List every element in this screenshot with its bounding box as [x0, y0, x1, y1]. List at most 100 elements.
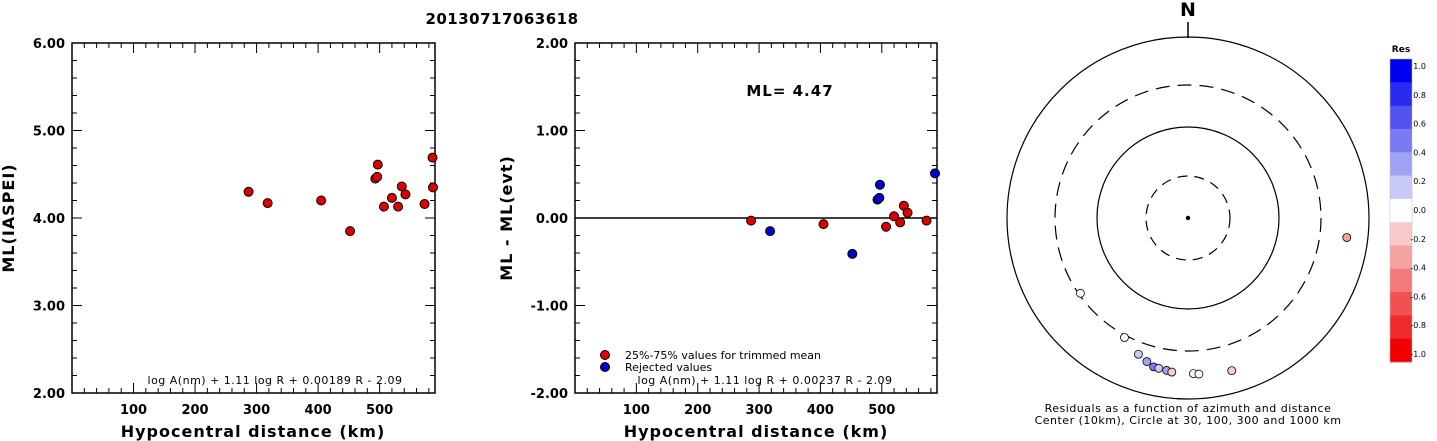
- x-tick-label: 200: [684, 403, 711, 418]
- colorbar-swatches: [1389, 58, 1413, 363]
- y-tick-label: -2.00: [531, 387, 568, 402]
- colorbar-swatch: [1390, 198, 1412, 223]
- data-point: [372, 159, 383, 170]
- data-point: [386, 192, 397, 203]
- x-tick-label: 300: [243, 403, 270, 418]
- colorbar-swatch: [1390, 315, 1412, 340]
- colorbar-swatch: [1390, 105, 1412, 130]
- colorbar-tick-label: 0.2: [1413, 177, 1426, 186]
- station-marker: [1342, 233, 1352, 242]
- data-point: [889, 211, 900, 222]
- station-marker: [1227, 366, 1237, 376]
- ring-30km: [1145, 175, 1231, 261]
- colorbar-swatch: [1390, 245, 1412, 270]
- y-tick-label: 1.00: [536, 125, 568, 140]
- data-point: [428, 182, 438, 193]
- map-caption-line1: Residuals as a function of azimuth and d…: [1045, 402, 1332, 415]
- data-point: [262, 198, 273, 209]
- plot2-formula: log A(nm) + 1.11 log R + 0.00237 R - 2.0…: [638, 374, 893, 387]
- data-point: [765, 226, 776, 237]
- map-caption-line2: Center (10km), Circle at 30, 100, 300 an…: [1035, 414, 1342, 427]
- station-marker: [1142, 357, 1152, 366]
- plot1-x-axis-title: Hypocentral distance (km): [121, 422, 386, 441]
- plot1-ticks: 100 200 300 400 500 2.00 3.00 4.00 5.00 6.00: [33, 37, 435, 418]
- plot2-ticks: 100 200 300 400 500 -2.00 -1.00 0.00 1.00 2.00: [531, 37, 937, 418]
- data-point: [393, 201, 404, 212]
- data-point: [847, 248, 858, 259]
- colorbar-tick-label: -0.6: [1410, 292, 1426, 301]
- x-tick-label: 500: [366, 403, 393, 418]
- data-point: [419, 199, 430, 209]
- plot2-ml-annotation: ML= 4.47: [746, 82, 833, 100]
- station-marker: [1120, 333, 1129, 342]
- colorbar-tick-label: 0.6: [1413, 120, 1426, 129]
- data-point: [396, 181, 407, 192]
- data-point: [921, 215, 932, 226]
- plot2-y-axis-title: ML - ML(evt): [497, 155, 516, 281]
- x-tick-label: 400: [305, 403, 332, 418]
- station-marker: [1167, 367, 1177, 377]
- data-point: [818, 219, 829, 230]
- plot1-frame: [71, 42, 436, 394]
- data-point: [930, 168, 940, 179]
- residual-vs-distance-chart: 100 200 300 400 500 -2.00 -1.00 0.00 1.00 2.00 ML…: [497, 37, 940, 441]
- legend-label-trimmed: 25%-75% values for trimmed mean: [625, 349, 821, 362]
- colorbar-swatch: [1390, 338, 1412, 363]
- data-point: [746, 215, 757, 226]
- station-marker: [1154, 363, 1164, 373]
- x-tick-label: 100: [623, 403, 650, 418]
- data-point: [874, 192, 885, 203]
- station-marker: [1134, 349, 1143, 359]
- data-point: [400, 189, 411, 200]
- plot1-points: [243, 152, 438, 237]
- y-tick-label: 2.00: [33, 387, 65, 402]
- legend-label-rejected: Rejected values: [625, 361, 712, 374]
- data-point: [902, 207, 913, 218]
- residual-colorbar: Res 1.0 0.8 0.6 0.4 0.2 0.0 -0.2 -0.4 -0.6 -0.8 -1…: [1389, 45, 1426, 363]
- station-marker: [1194, 369, 1204, 379]
- colorbar-title: Res: [1392, 45, 1410, 55]
- data-point: [881, 221, 892, 232]
- y-tick-label: 0.00: [536, 212, 568, 227]
- y-tick-label: -1.00: [531, 300, 568, 315]
- colorbar-swatch: [1390, 268, 1412, 293]
- colorbar-tick-label: 0.4: [1413, 148, 1426, 157]
- plot2-x-axis-title: Hypocentral distance (km): [624, 422, 889, 441]
- legend-marker-trimmed: [600, 350, 610, 360]
- colorbar-swatch: [1390, 292, 1412, 316]
- ring-300km: [1054, 84, 1322, 352]
- colorbar-tick-label: 0.0: [1413, 206, 1426, 215]
- north-label: N: [1180, 0, 1196, 21]
- data-point: [874, 179, 885, 190]
- plot2-legend: 25%-75% values for trimmed mean Rejected…: [600, 349, 821, 374]
- colorbar-tick-label: 1.0: [1413, 62, 1426, 71]
- y-tick-label: 2.00: [536, 37, 568, 52]
- colorbar-labels: 1.0 0.8 0.6 0.4 0.2 0.0 -0.2 -0.4 -0.6 -0.8 -1.0: [1410, 62, 1426, 359]
- colorbar-swatch: [1390, 59, 1412, 83]
- ring-1000km: [1006, 36, 1370, 400]
- x-tick-label: 200: [181, 403, 208, 418]
- ml-vs-distance-chart: 100 200 300 400 500 2.00 3.00 4.00 5.00 6.00 log …: [0, 37, 438, 441]
- plot1-formula: log A(nm) + 1.11 log R + 0.00189 R - 2.0…: [148, 374, 403, 387]
- y-tick-label: 5.00: [33, 125, 65, 140]
- ring-100km: [1096, 126, 1280, 310]
- colorbar-swatch: [1390, 82, 1412, 107]
- x-tick-label: 500: [868, 403, 895, 418]
- data-point: [895, 217, 906, 228]
- y-tick-label: 3.00: [33, 300, 65, 315]
- data-point: [372, 171, 383, 182]
- residual-map-chart: N Residuals as a function of azimuth and…: [1006, 0, 1370, 427]
- legend-marker-rejected: [600, 362, 610, 372]
- colorbar-tick-label: -0.2: [1410, 235, 1426, 244]
- y-tick-label: 6.00: [33, 37, 65, 52]
- x-tick-label: 400: [807, 403, 834, 418]
- epicenter-dot: [1185, 215, 1191, 221]
- station-marker: [1076, 288, 1085, 298]
- colorbar-tick-label: -1.0: [1410, 350, 1426, 359]
- colorbar-tick-label: 0.8: [1413, 91, 1426, 100]
- data-point: [378, 201, 389, 212]
- x-tick-label: 300: [745, 403, 772, 418]
- colorbar-swatch: [1390, 128, 1412, 153]
- data-point: [316, 195, 327, 206]
